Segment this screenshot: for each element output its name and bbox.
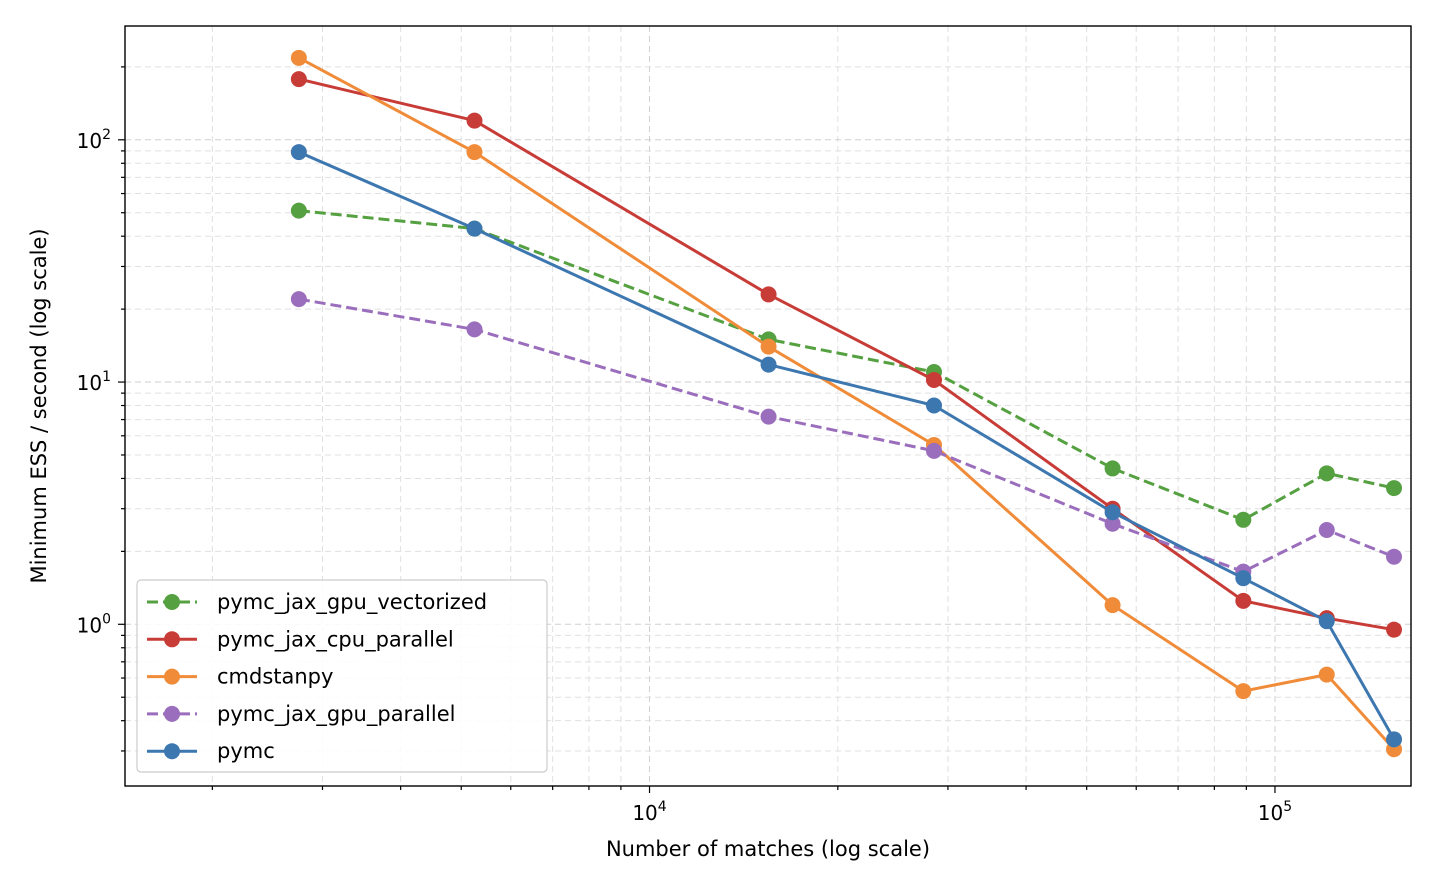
data-point [466, 220, 483, 237]
data-point [290, 144, 307, 161]
series-line [298, 56, 1396, 751]
data-point [1386, 621, 1403, 638]
x-tick-label: 105 [1258, 799, 1292, 825]
data-point [760, 408, 777, 425]
data-point [1104, 504, 1121, 521]
data-point [926, 397, 943, 414]
y-tick-label: 100 [77, 611, 111, 637]
series-pymc-jax-gpu-vectorized [290, 202, 1403, 528]
data-point [1104, 597, 1121, 614]
data-point [1318, 465, 1335, 482]
series-pymc-jax-gpu-parallel [290, 291, 1403, 580]
y-tick-label: 102 [77, 127, 111, 153]
legend: pymc_jax_gpu_vectorized pymc_jax_cpu_para… [136, 579, 548, 773]
legend-marker [164, 743, 180, 760]
data-point [1235, 511, 1252, 528]
data-point [1386, 480, 1403, 497]
series-cmdstanpy [290, 49, 1403, 758]
legend-frame [136, 579, 548, 773]
data-point [1318, 666, 1335, 683]
legend-marker [164, 631, 180, 648]
data-point [290, 49, 307, 66]
data-point [1104, 460, 1121, 477]
legend-entry: cmdstanpy [217, 665, 333, 689]
data-point [926, 442, 943, 459]
legend-marker [164, 594, 180, 610]
data-point [1235, 683, 1252, 700]
series-layer [290, 49, 1403, 758]
series-pymc [290, 144, 1403, 748]
legend-entry: pymc_jax_gpu_vectorized [217, 590, 487, 615]
data-point [926, 371, 943, 388]
y-tick-label: 101 [77, 369, 111, 395]
legend-entry: pymc_jax_cpu_parallel [217, 627, 454, 652]
data-point [466, 144, 483, 161]
series-line [298, 297, 1395, 574]
y-axis-label: Minimum ESS / second (log scale) [27, 228, 51, 583]
series-line [298, 150, 1396, 741]
data-point [1104, 515, 1121, 532]
legend-marker [164, 668, 180, 685]
series-line [298, 209, 1395, 522]
legend-entry: pymc [217, 739, 275, 763]
x-axis-label: Number of matches (log scale) [606, 837, 930, 861]
data-point [1318, 613, 1335, 630]
data-point [1235, 570, 1252, 587]
data-point [1318, 522, 1335, 539]
x-tick-label: 104 [632, 799, 666, 825]
legend-marker [164, 705, 180, 722]
axis-ticks: 104 105 100 101 102 [77, 66, 1292, 825]
data-point [760, 356, 777, 373]
data-point [290, 71, 307, 88]
data-point [1386, 731, 1403, 748]
data-point [1235, 592, 1252, 609]
data-point [290, 291, 307, 308]
grid-lines [125, 26, 1411, 786]
data-point [760, 338, 777, 355]
data-point [290, 202, 307, 219]
legend-entry: pymc_jax_gpu_parallel [217, 702, 456, 727]
data-point [466, 321, 483, 338]
data-point [760, 286, 777, 303]
data-point [1386, 548, 1403, 565]
data-point [466, 112, 483, 129]
